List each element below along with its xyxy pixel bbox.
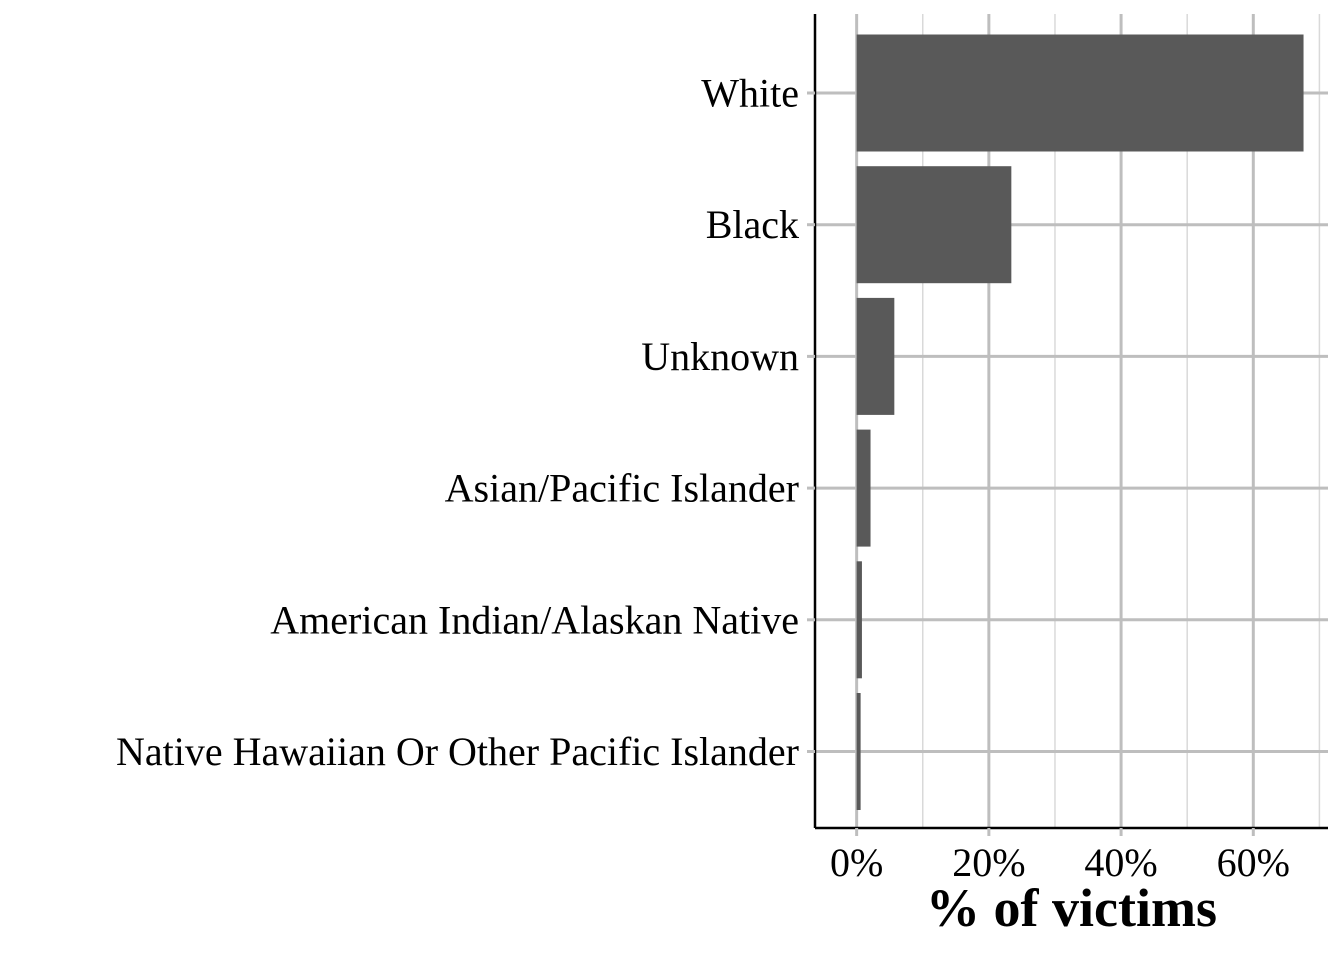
bar-white [856, 34, 1304, 152]
category-label: Native Hawaiian Or Other Pacific Islande… [116, 729, 799, 774]
axes [813, 14, 1328, 830]
category-label: Unknown [641, 334, 799, 379]
category-label: Asian/Pacific Islander [445, 466, 799, 511]
x-tick-label: 40% [1084, 840, 1157, 885]
bar-unknown [856, 297, 895, 415]
bar-asian-pacific-islander [856, 429, 871, 547]
bars [856, 34, 1304, 810]
category-labels: White Black Unknown Asian/Pacific Islander A… [116, 71, 815, 774]
x-tick-label: 0% [830, 840, 883, 885]
category-label: Black [706, 202, 799, 247]
bar-black [856, 166, 1012, 284]
category-label: American Indian/Alaskan Native [270, 597, 799, 642]
x-tick-labels: 0% 20% 40% 60% [830, 828, 1290, 885]
x-tick-label: 20% [952, 840, 1025, 885]
x-axis-title: % of victims [926, 878, 1217, 938]
bar-american-indian-alaskan-native [856, 561, 862, 679]
x-tick-label: 60% [1217, 840, 1290, 885]
category-label: White [701, 71, 799, 116]
bar-native-hawaiian-or-other-pacific-islander [856, 693, 861, 810]
